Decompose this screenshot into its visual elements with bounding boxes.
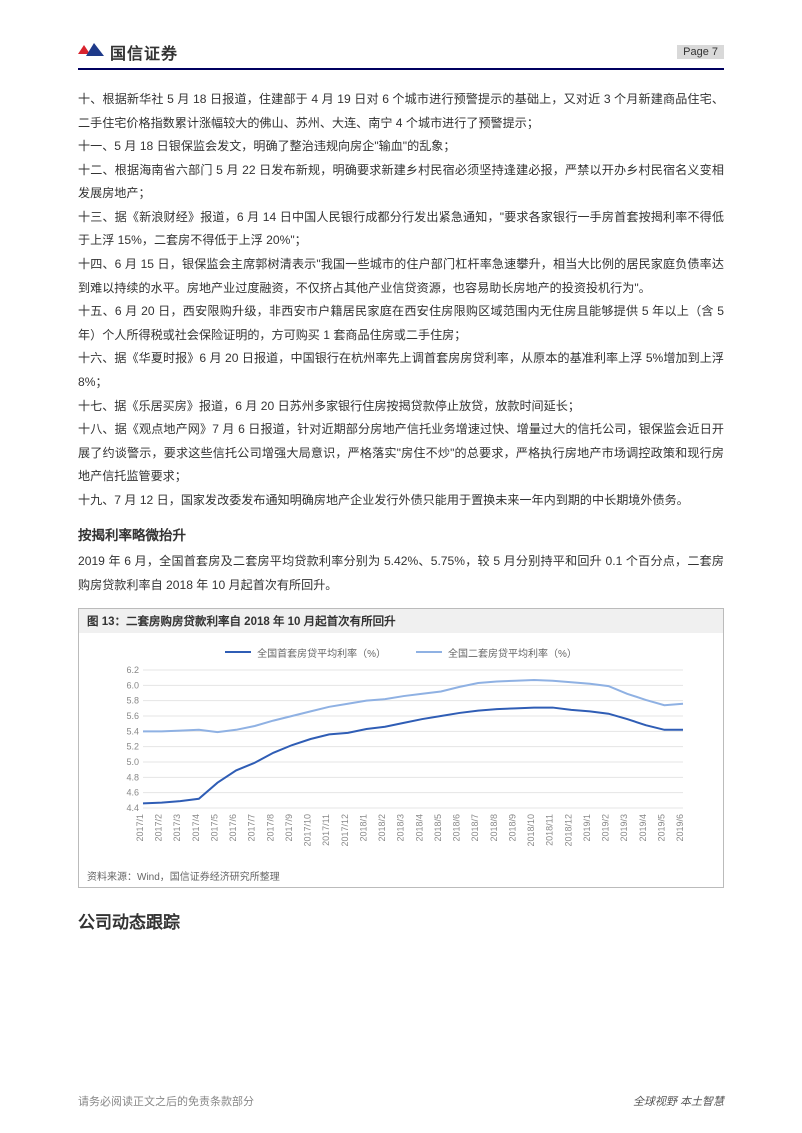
chart-legend: 全国首套房贷平均利率（%） 全国二套房贷平均利率（%） — [93, 645, 709, 660]
svg-text:2019/6: 2019/6 — [675, 814, 685, 842]
svg-text:4.4: 4.4 — [126, 803, 139, 813]
svg-text:2019/5: 2019/5 — [656, 814, 666, 842]
paragraph-15: 十五、6 月 20 日，西安限购升级，非西安市户籍居民家庭在西安住房限购区域范围… — [78, 300, 724, 347]
footer-left: 请务必阅读正文之后的免责条款部分 — [78, 1093, 254, 1109]
svg-text:2019/3: 2019/3 — [619, 814, 629, 842]
svg-text:4.8: 4.8 — [126, 772, 139, 782]
svg-text:2019/4: 2019/4 — [638, 814, 648, 842]
svg-text:5.4: 5.4 — [126, 726, 139, 736]
main-content: 十、根据新华社 5 月 18 日报道，住建部于 4 月 19 日对 6 个城市进… — [78, 88, 724, 933]
svg-text:6.2: 6.2 — [126, 666, 139, 675]
svg-text:2017/4: 2017/4 — [191, 814, 201, 842]
paragraph-18: 十八、据《观点地产网》7 月 6 日报道，针对近期部分房地产信托业务增速过快、增… — [78, 418, 724, 489]
svg-text:2018/8: 2018/8 — [489, 814, 499, 842]
svg-text:2017/10: 2017/10 — [303, 814, 313, 847]
footer-right: 全球视野 本土智慧 — [633, 1093, 724, 1109]
page-header: 国信证券 Page 7 — [78, 40, 724, 70]
svg-text:2019/1: 2019/1 — [582, 814, 592, 842]
svg-text:2017/9: 2017/9 — [284, 814, 294, 842]
paragraph-10: 十、根据新华社 5 月 18 日报道，住建部于 4 月 19 日对 6 个城市进… — [78, 88, 724, 135]
logo-icon — [78, 42, 104, 62]
legend-label-first: 全国首套房贷平均利率（%） — [257, 645, 386, 660]
svg-text:2018/11: 2018/11 — [545, 814, 555, 846]
svg-text:2018/9: 2018/9 — [507, 814, 517, 842]
svg-text:2017/7: 2017/7 — [247, 814, 257, 842]
paragraph-16: 十六、据《华夏时报》6 月 20 日报道，中国银行在杭州率先上调首套房房贷利率，… — [78, 347, 724, 394]
svg-text:2017/8: 2017/8 — [265, 814, 275, 842]
legend-item-first: 全国首套房贷平均利率（%） — [225, 645, 386, 660]
svg-text:5.0: 5.0 — [126, 757, 139, 767]
svg-text:6.0: 6.0 — [126, 680, 139, 690]
svg-text:2017/5: 2017/5 — [209, 814, 219, 842]
svg-text:2018/7: 2018/7 — [470, 814, 480, 842]
paragraph-12: 十二、根据海南省六部门 5 月 22 日发布新规，明确要求新建乡村民宿必须坚持逢… — [78, 159, 724, 206]
paragraph-17: 十七、据《乐居买房》报道，6 月 20 日苏州多家银行住房按揭贷款停止放贷，放款… — [78, 395, 724, 419]
chart-title: 图 13：二套房购房贷款利率自 2018 年 10 月起首次有所回升 — [79, 609, 723, 633]
chart-svg: 4.4 4.6 4.8 5.0 5.2 5.4 5.6 5.8 6.0 6.2 2017/1 2017… — [93, 666, 709, 856]
svg-text:2018/6: 2018/6 — [452, 814, 462, 842]
svg-text:2018/1: 2018/1 — [358, 814, 368, 842]
svg-text:5.6: 5.6 — [126, 711, 139, 721]
svg-text:2018/10: 2018/10 — [526, 814, 536, 847]
svg-text:2017/2: 2017/2 — [154, 814, 164, 842]
page-number: Page 7 — [677, 45, 724, 59]
chart-figure-13: 图 13：二套房购房贷款利率自 2018 年 10 月起首次有所回升 全国首套房… — [78, 608, 724, 888]
svg-text:5.8: 5.8 — [126, 695, 139, 705]
legend-item-second: 全国二套房贷平均利率（%） — [416, 645, 577, 660]
svg-text:2017/3: 2017/3 — [172, 814, 182, 842]
legend-label-second: 全国二套房贷平均利率（%） — [448, 645, 577, 660]
svg-text:2017/1: 2017/1 — [135, 814, 145, 842]
svg-text:2018/2: 2018/2 — [377, 814, 387, 842]
paragraph-11: 十一、5 月 18 日银保监会发文，明确了整治违规向房企"输血"的乱象； — [78, 135, 724, 159]
section-heading-company-tracking: 公司动态跟踪 — [78, 908, 724, 933]
chart-area: 全国首套房贷平均利率（%） 全国二套房贷平均利率（%） 4.4 4.6 4.8 5.0… — [79, 633, 723, 865]
section-title: 按揭利率略微抬升 — [78, 524, 724, 544]
svg-text:2018/4: 2018/4 — [414, 814, 424, 842]
paragraph-13: 十三、据《新浪财经》报道，6 月 14 日中国人民银行成都分行发出紧急通知，"要… — [78, 206, 724, 253]
company-name: 国信证券 — [110, 40, 178, 64]
company-logo: 国信证券 — [78, 40, 178, 64]
svg-text:2019/2: 2019/2 — [601, 814, 611, 842]
legend-line-first — [225, 651, 251, 653]
legend-line-second — [416, 651, 442, 653]
chart-source: 资料来源：Wind，国信证券经济研究所整理 — [79, 865, 723, 887]
svg-text:2018/3: 2018/3 — [396, 814, 406, 842]
svg-text:5.2: 5.2 — [126, 741, 139, 751]
svg-text:2017/11: 2017/11 — [321, 814, 331, 846]
svg-text:4.6: 4.6 — [126, 787, 139, 797]
paragraph-14: 十四、6 月 15 日，银保监会主席郭树清表示"我国一些城市的住户部门杠杆率急速… — [78, 253, 724, 300]
section-body: 2019 年 6 月，全国首套房及二套房平均贷款利率分别为 5.42%、5.75… — [78, 550, 724, 597]
svg-text:2017/12: 2017/12 — [340, 814, 350, 847]
paragraph-19: 十九、7 月 12 日，国家发改委发布通知明确房地产企业发行外债只能用于置换未来… — [78, 489, 724, 513]
svg-text:2017/6: 2017/6 — [228, 814, 238, 842]
svg-text:2018/12: 2018/12 — [563, 814, 573, 847]
svg-text:2018/5: 2018/5 — [433, 814, 443, 842]
page-footer: 请务必阅读正文之后的免责条款部分 全球视野 本土智慧 — [78, 1093, 724, 1109]
